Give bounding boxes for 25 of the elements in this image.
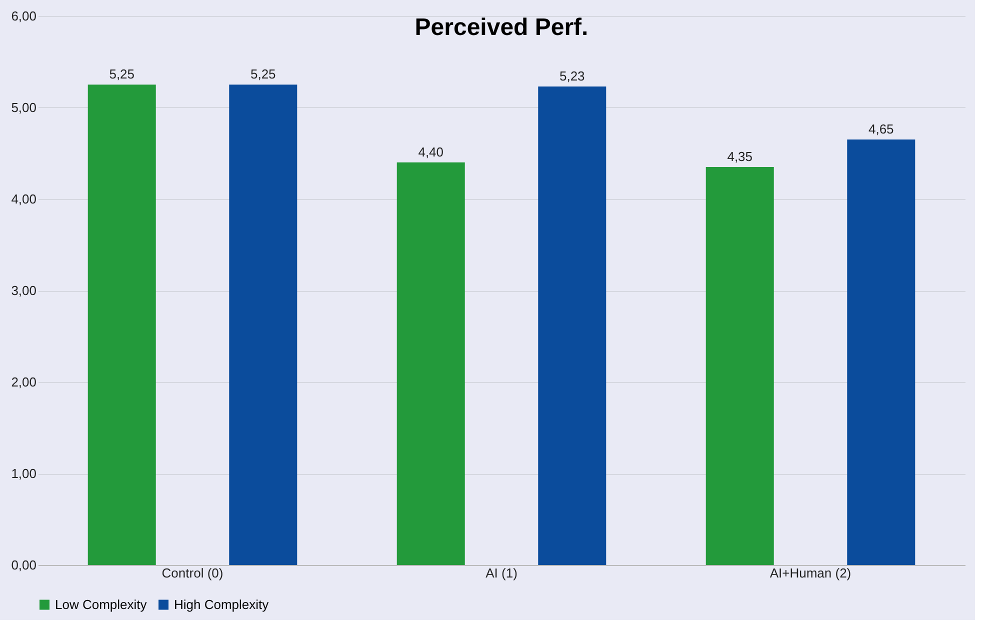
bar [396, 162, 465, 565]
data-label: 4,40 [418, 144, 444, 160]
y-tick-label: 5,00 [11, 100, 36, 115]
y-tick-label: 1,00 [11, 466, 36, 481]
x-tick-label: AI (1) [486, 566, 518, 580]
bar [847, 140, 916, 565]
bar [88, 84, 156, 565]
y-tick-label: 3,00 [11, 283, 36, 298]
data-label: 5,25 [109, 66, 135, 82]
legend-label: High Complexity [174, 596, 270, 612]
bar [538, 86, 606, 565]
data-label: 4,35 [727, 148, 753, 164]
data-label: 5,25 [250, 66, 276, 82]
legend-label: Low Complexity [55, 596, 148, 612]
chart-title: Perceived Perf. [414, 14, 588, 41]
bar [229, 84, 298, 565]
data-label: 5,23 [559, 68, 585, 84]
x-tick-label: Control (0) [162, 566, 224, 580]
data-label: 4,65 [868, 122, 894, 137]
y-tick-label: 2,00 [11, 374, 36, 390]
y-tick-label: 4,00 [11, 192, 36, 206]
bar [706, 166, 774, 565]
x-tick-label: AI+Human (2) [770, 566, 852, 580]
y-tick-label: 0,00 [11, 558, 36, 572]
y-tick-label: 6,00 [11, 8, 36, 24]
